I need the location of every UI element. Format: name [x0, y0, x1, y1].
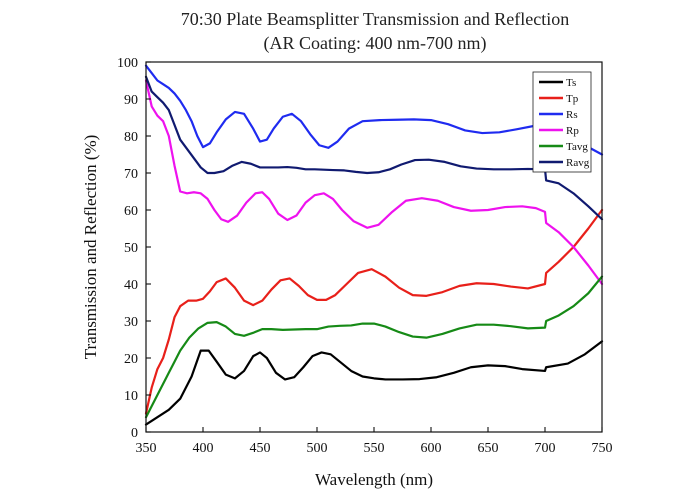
- x-tick-label: 750: [592, 441, 613, 456]
- y-tick-label: 100: [117, 56, 138, 71]
- y-tick-label: 40: [124, 278, 138, 293]
- y-tick-label: 30: [124, 315, 138, 330]
- y-tick-label: 20: [124, 352, 138, 367]
- legend-label-rs: Rs: [566, 109, 578, 121]
- tick-labels-layer: 350 400 450 500 550 600 650 700 750 0 10 20 30 40 50 60…: [117, 56, 613, 456]
- y-tick-label: 60: [124, 204, 138, 219]
- x-tick-label: 450: [250, 441, 271, 456]
- y-tick-label: 0: [131, 426, 138, 441]
- y-tick-label: 70: [124, 167, 138, 182]
- legend-label-tavg: Tavg: [566, 141, 588, 153]
- series-line-rs: [144, 64, 604, 156]
- x-tick-label: 700: [535, 441, 556, 456]
- x-tick-label: 400: [193, 441, 214, 456]
- y-axis-label: Transmission and Reflection (%): [81, 135, 100, 360]
- chart-title: 70:30 Plate Beamsplitter Transmission an…: [181, 9, 569, 29]
- legend-label-ravg: Ravg: [566, 157, 590, 169]
- legend-label-ts: Ts: [566, 77, 576, 89]
- legend-label-rp: Rp: [566, 125, 579, 137]
- y-tick-label: 50: [124, 241, 138, 256]
- x-tick-label: 350: [136, 441, 157, 456]
- series-line-rp: [144, 79, 604, 286]
- y-tick-label: 90: [124, 93, 138, 108]
- series-line-ts: [144, 340, 604, 426]
- legend: Ts Tp Rs Rp Tavg Ravg: [532, 71, 592, 173]
- legend-label-tp: Tp: [566, 93, 579, 105]
- x-tick-label: 600: [421, 441, 442, 456]
- chart-subtitle: (AR Coating: 400 nm-700 nm): [264, 33, 487, 54]
- legend-box: [532, 71, 592, 173]
- y-tick-label: 80: [124, 130, 138, 145]
- series-line-ravg: [144, 75, 604, 221]
- x-tick-label: 550: [364, 441, 385, 456]
- ticks-layer: [145, 61, 603, 433]
- series-line-tavg: [144, 275, 604, 419]
- series-line-tp: [144, 208, 604, 415]
- series-layer: [144, 64, 604, 426]
- x-axis-label: Wavelength (nm): [315, 470, 433, 489]
- y-tick-label: 10: [124, 389, 138, 404]
- x-tick-label: 650: [478, 441, 499, 456]
- x-tick-label: 500: [307, 441, 328, 456]
